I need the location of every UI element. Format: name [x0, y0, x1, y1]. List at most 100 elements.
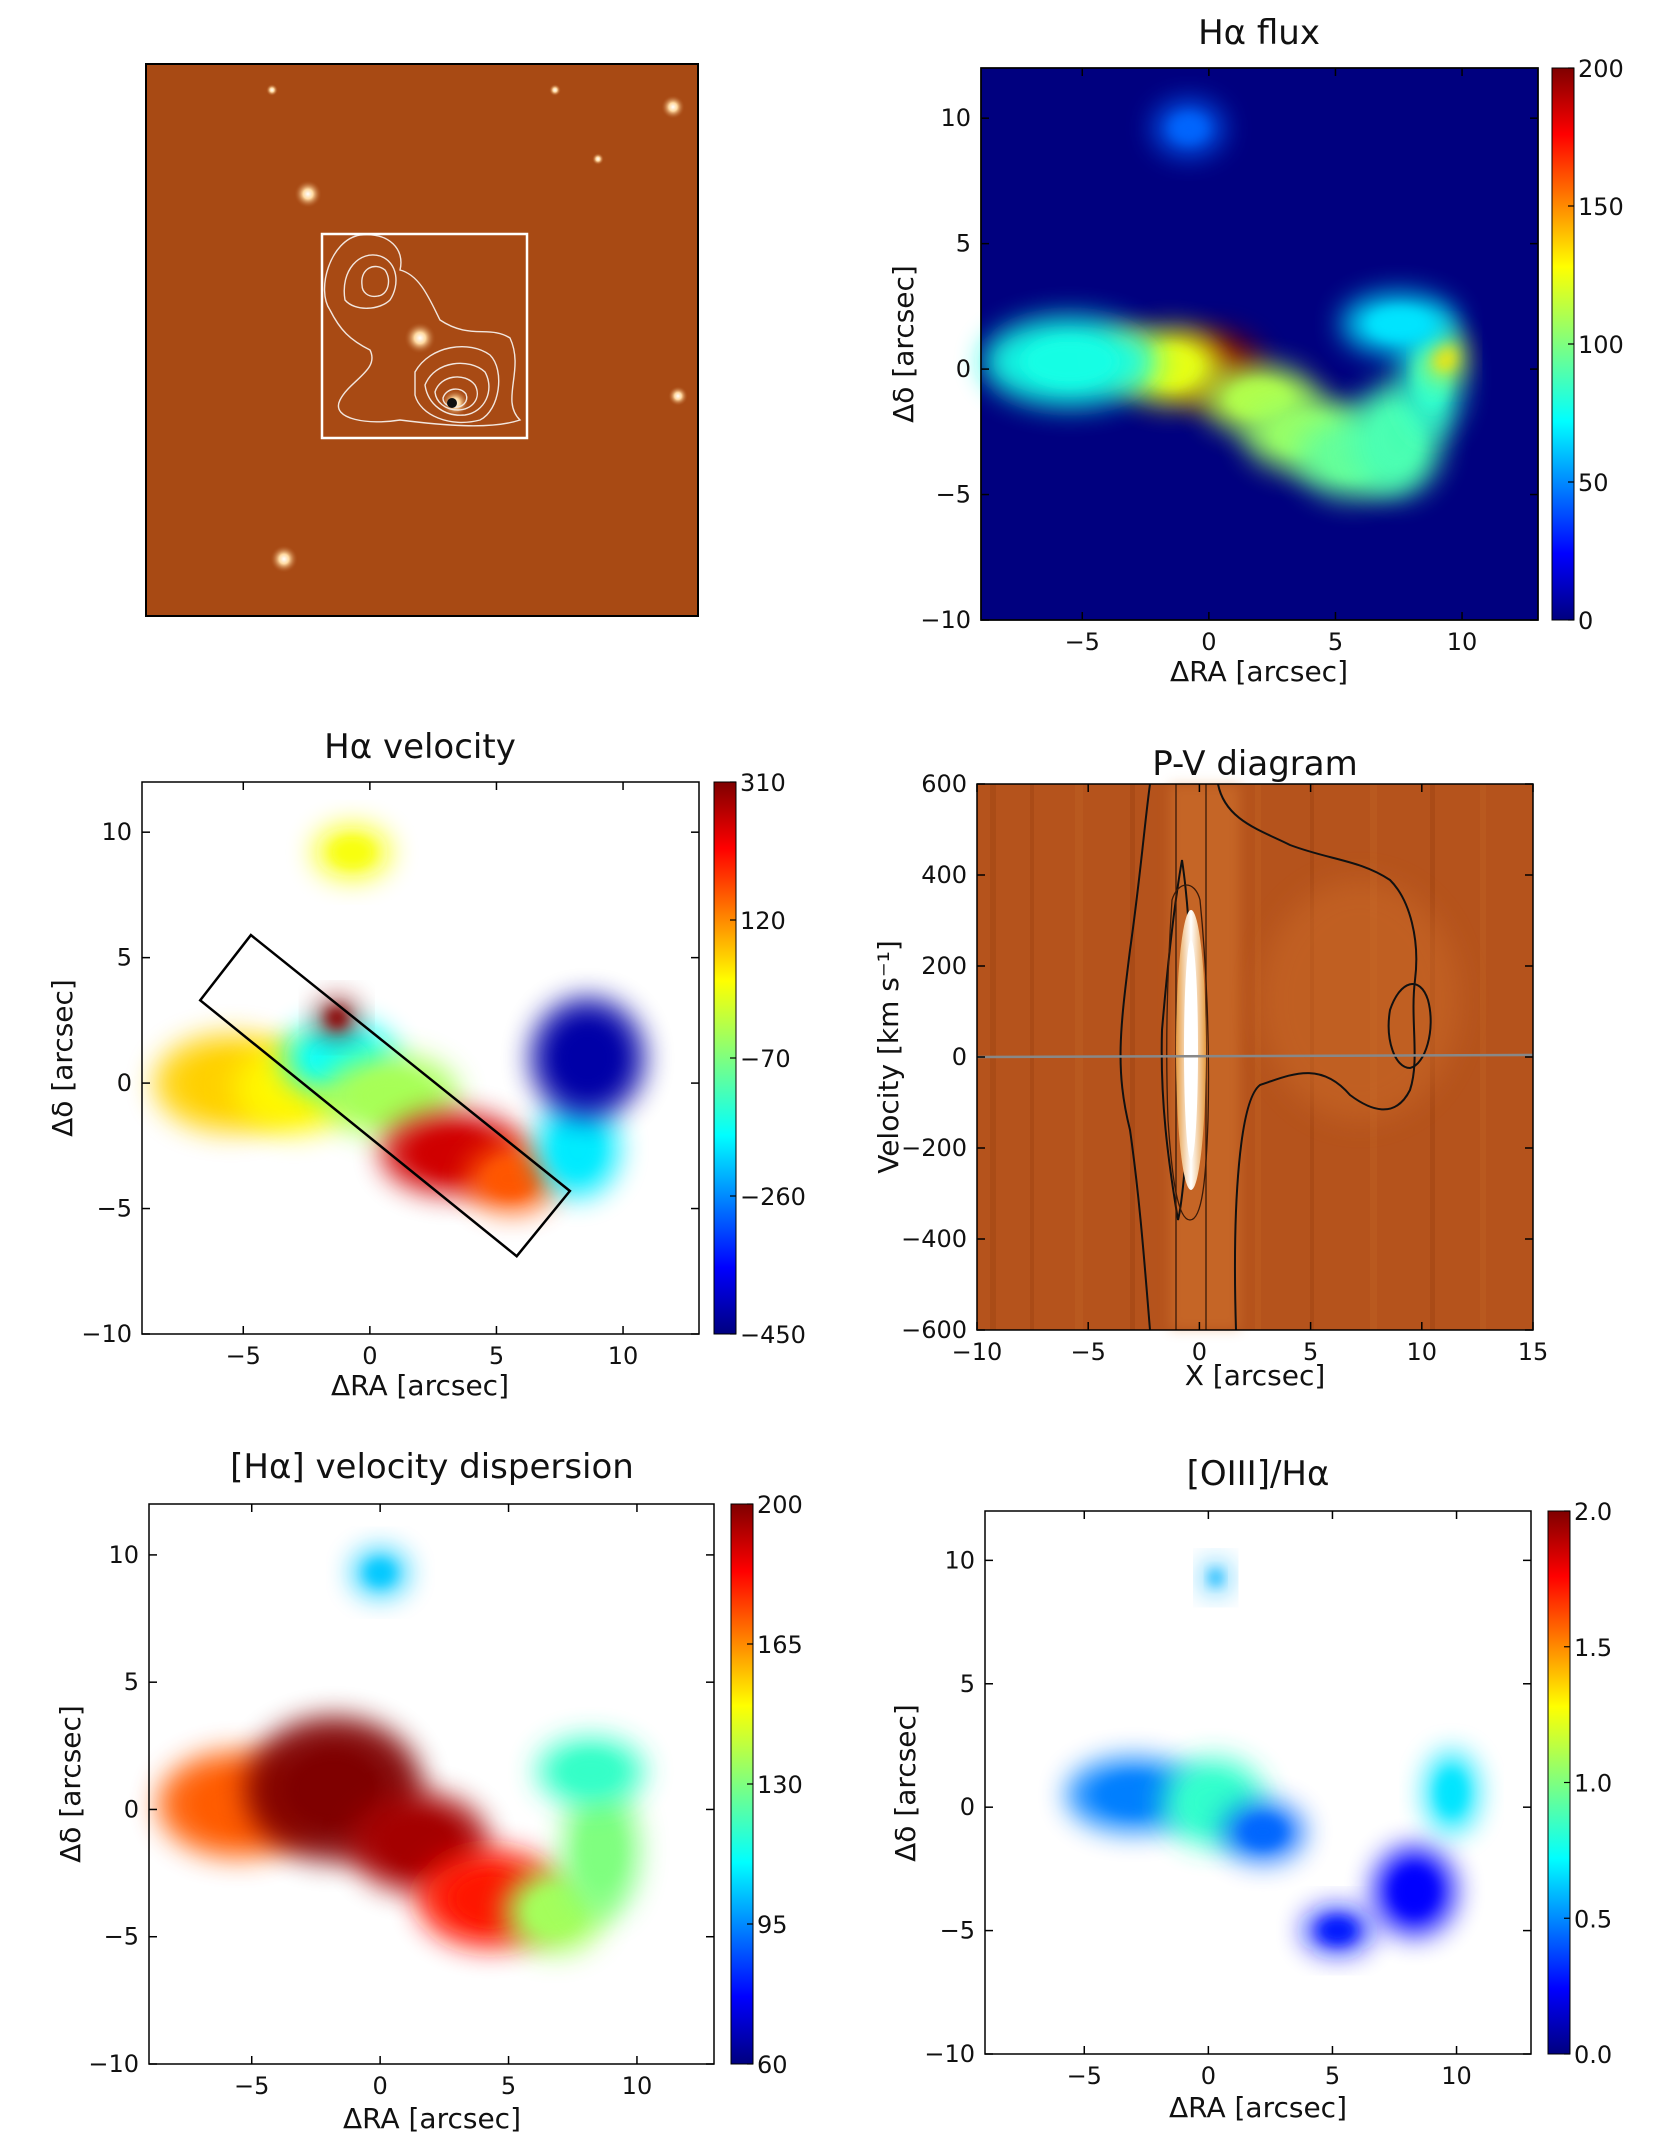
flux-emission — [982, 101, 1464, 499]
y-tick-label: −10 — [920, 606, 971, 634]
y-tick-label: 5 — [956, 230, 971, 258]
emission-core — [331, 838, 373, 867]
emission-core — [353, 1073, 427, 1118]
y-tick-label: 0 — [960, 1793, 975, 1821]
star-source — [294, 180, 322, 208]
emission-core — [528, 1888, 582, 1934]
x-tick-label: 5 — [489, 1342, 504, 1370]
velocity-colorbar-ticks: −450 −260 −70 120 310 — [730, 769, 806, 1349]
emission-core — [1437, 1770, 1466, 1815]
colorbar-tick-label: 0 — [1578, 607, 1593, 635]
colorbar-tick-label: 60 — [757, 2051, 788, 2079]
emission-core — [1185, 1778, 1242, 1826]
y-tick-label: 0 — [117, 1069, 132, 1097]
y-tick-label: 200 — [921, 952, 967, 980]
flux-xlabel: ΔRA [arcsec] — [1170, 655, 1348, 688]
pv-title: P-V diagram — [1152, 744, 1357, 784]
oiii-title: [OIII]/Hα — [1187, 1454, 1330, 1494]
colorbar-tick-label: 165 — [757, 1631, 803, 1659]
y-tick-label: 0 — [956, 355, 971, 383]
contour-line — [424, 362, 490, 416]
x-tick-label: 0 — [1201, 2062, 1216, 2090]
emission-core — [1170, 114, 1207, 143]
x-tick-label: 5 — [501, 2072, 516, 2100]
emission-core — [286, 1750, 382, 1828]
panel-oiii: [OIII]/Hα ΔRA [arcsec] Δδ [arcsec] −5 0 5 1… — [889, 1454, 1612, 2124]
colorbar-tick-label: 100 — [1578, 331, 1624, 359]
y-tick-label: −10 — [81, 1320, 132, 1348]
y-tick-label: 400 — [921, 861, 967, 889]
oiii-y-axis: −10 −5 0 5 10 — [924, 1546, 1531, 2068]
velocity-x-axis: −5 0 5 10 — [226, 782, 639, 1370]
y-tick-label: 600 — [921, 770, 967, 798]
colorbar-tick-label: −450 — [740, 1321, 806, 1349]
emission-core — [381, 1816, 456, 1870]
oiii-ylabel: Δδ [arcsec] — [889, 1704, 922, 1862]
colorbar-tick-label: 0.0 — [1574, 2041, 1612, 2069]
y-tick-label: 10 — [940, 104, 971, 132]
star-source — [549, 84, 561, 96]
dispersion-xlabel: ΔRA [arcsec] — [343, 2102, 521, 2135]
y-tick-label: 0 — [952, 1043, 967, 1071]
emission-core — [1209, 1569, 1222, 1586]
flux-x-axis: −5 0 5 10 — [1065, 68, 1478, 656]
panel-pv: P-V diagram X [arcsec] Velocity [km s⁻¹]… — [872, 744, 1548, 1392]
flux-ylabel: Δδ [arcsec] — [887, 265, 920, 423]
y-tick-label: −5 — [104, 1923, 139, 1951]
oiii-colorbar-ticks: 0.0 0.5 1.0 1.5 2.0 — [1564, 1498, 1612, 2069]
flux-colorbar-ticks: 0 50 100 150 200 — [1568, 55, 1624, 635]
y-tick-label: 0 — [124, 1795, 139, 1823]
colorbar-tick-label: 1.5 — [1574, 1634, 1612, 1662]
y-tick-label: 5 — [124, 1668, 139, 1696]
x-tick-label: 0 — [372, 2072, 387, 2100]
y-tick-label: −5 — [97, 1195, 132, 1223]
colorbar-tick-label: −70 — [740, 1045, 791, 1073]
x-tick-label: −5 — [1071, 1338, 1106, 1366]
panel-velocity: Hα velocity ΔRA [arcsec] Δδ [arcsec] −5 0… — [46, 727, 806, 1402]
flux-y-axis: −10 −5 0 5 10 — [920, 104, 1538, 634]
pv-ylabel: Velocity [km s⁻¹] — [872, 940, 905, 1174]
colorbar-tick-label: 130 — [757, 1771, 803, 1799]
colorbar-tick-label: −260 — [740, 1183, 806, 1211]
x-tick-label: 10 — [1407, 1338, 1438, 1366]
emission-core — [1023, 337, 1117, 386]
y-tick-label: 10 — [944, 1546, 975, 1574]
contour-line — [361, 265, 390, 298]
dispersion-y-axis: −10 −5 0 5 10 — [88, 1541, 714, 2078]
image-contours — [323, 234, 522, 427]
velocity-y-axis: −10 −5 0 5 10 — [81, 818, 699, 1348]
star-source — [270, 545, 298, 573]
x-tick-label: −10 — [952, 1338, 1003, 1366]
panel-image — [145, 63, 699, 617]
emission-core — [1241, 1816, 1285, 1848]
star-source — [266, 84, 278, 96]
colorbar-tick-label: 200 — [1578, 55, 1624, 83]
x-tick-label: 10 — [608, 1342, 639, 1370]
y-tick-label: −5 — [940, 1917, 975, 1945]
y-tick-label: −10 — [88, 2050, 139, 2078]
colorbar-tick-label: 2.0 — [1574, 1498, 1612, 1526]
y-tick-label: −200 — [901, 1134, 967, 1162]
x-tick-label: 10 — [622, 2072, 653, 2100]
pv-y-axis: −600 −400 −200 0 200 400 600 — [901, 770, 1533, 1344]
velocity-frame — [141, 781, 700, 1335]
emission-core — [580, 1813, 622, 1887]
colorbar-tick-label: 1.0 — [1574, 1770, 1612, 1798]
pv-zero-line — [976, 1053, 1534, 1059]
contour-line — [414, 346, 500, 424]
emission-core — [1371, 409, 1421, 470]
emission-core — [561, 1752, 620, 1790]
x-tick-label: −5 — [226, 1342, 261, 1370]
nucleus-source — [447, 398, 457, 408]
colorbar-tick-label: 95 — [757, 1911, 788, 1939]
contour-line — [1119, 783, 1151, 1331]
dispersion-map — [157, 1549, 645, 1954]
dispersion-x-axis: −5 0 5 10 — [234, 1504, 652, 2100]
contour-line — [1387, 983, 1432, 1070]
emission-core — [1368, 307, 1430, 340]
y-tick-label: 10 — [101, 818, 132, 846]
panel-dispersion: [Hα] velocity dispersion ΔRA [arcsec] Δδ… — [54, 1447, 803, 2135]
x-tick-label: 10 — [1447, 628, 1478, 656]
contour-line — [1217, 783, 1418, 1331]
emission-core — [487, 1160, 536, 1197]
